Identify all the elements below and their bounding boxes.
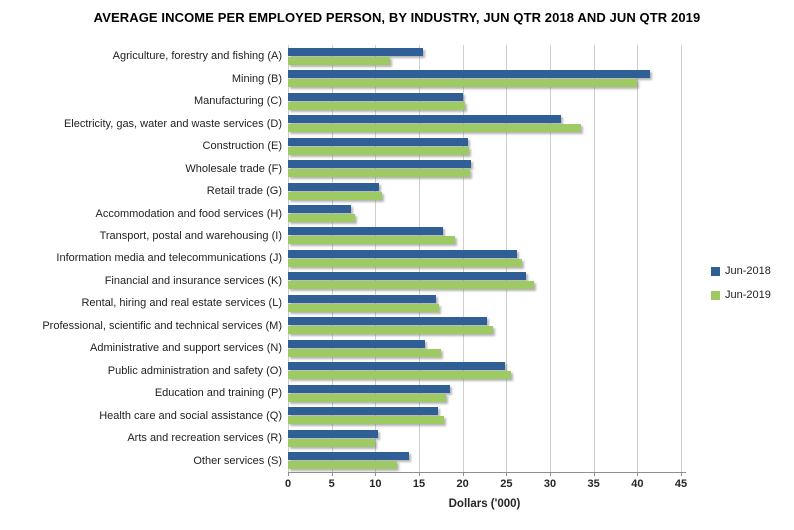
x-axis-tick-0	[288, 472, 289, 476]
gridline-20	[462, 45, 464, 472]
legend-label-jun-2018: Jun-2018	[725, 265, 771, 277]
category-label: Agriculture, forestry and fishing (A)	[112, 50, 282, 63]
bar-jun-2018-h	[288, 205, 351, 214]
x-tick-label-45: 45	[674, 478, 688, 490]
category-label: Wholesale trade (F)	[185, 162, 282, 175]
bar-jun-2019-i	[288, 236, 455, 245]
x-axis-tick-30	[550, 472, 551, 476]
category-label: Accommodation and food services (H)	[95, 207, 282, 220]
x-axis-tick-45	[681, 472, 682, 476]
gridline-10	[375, 45, 377, 472]
category-label: Professional, scientific and technical s…	[42, 319, 282, 332]
x-axis-tick-10	[375, 472, 377, 476]
x-tick-label-0: 0	[284, 478, 292, 490]
bar-jun-2019-m	[288, 326, 494, 335]
bar-jun-2018-q	[288, 407, 439, 416]
bar-jun-2019-p	[288, 393, 447, 402]
category-label: Rental, hiring and real estate services …	[81, 297, 282, 310]
legend-item-jun-2018: Jun-2018	[711, 259, 771, 283]
x-axis-tick-35	[593, 472, 595, 476]
bar-jun-2019-n	[288, 348, 441, 357]
bar-jun-2018-a	[288, 47, 424, 56]
bar-jun-2019-a	[288, 56, 391, 65]
category-label: Transport, postal and warehousing (I)	[99, 230, 282, 243]
x-axis-line	[288, 472, 686, 473]
x-axis-tick-40	[637, 472, 639, 476]
bar-jun-2018-s	[288, 452, 410, 461]
chart-title: AVERAGE INCOME PER EMPLOYED PERSON, BY I…	[93, 10, 701, 25]
bar-jun-2019-o	[288, 371, 511, 380]
bar-jun-2018-i	[288, 227, 444, 236]
x-axis-title: Dollars ('000)	[448, 498, 521, 510]
bar-jun-2019-j	[288, 258, 523, 267]
bar-jun-2018-r	[288, 429, 378, 438]
bar-jun-2019-e	[288, 146, 469, 155]
gridline-0	[288, 45, 289, 472]
x-tick-label-5: 5	[328, 478, 335, 490]
bar-jun-2019-k	[288, 281, 535, 290]
bar-jun-2018-k	[288, 272, 527, 281]
bar-jun-2019-l	[288, 303, 440, 312]
bar-jun-2018-n	[288, 339, 426, 348]
bar-jun-2018-m	[288, 317, 488, 326]
x-tick-label-30: 30	[543, 478, 557, 490]
bar-jun-2019-d	[288, 124, 581, 133]
bar-jun-2019-f	[288, 169, 470, 178]
category-label: Financial and insurance services (K)	[104, 274, 282, 287]
bar-jun-2018-e	[288, 137, 468, 146]
bar-jun-2019-q	[288, 416, 445, 425]
legend-label-jun-2019: Jun-2019	[725, 289, 771, 301]
x-axis-tick-20	[462, 472, 464, 476]
legend: Jun-2018 Jun-2019	[711, 259, 771, 307]
bar-jun-2019-c	[288, 101, 466, 110]
category-label: Information media and telecommunications…	[56, 252, 282, 265]
category-label: Mining (B)	[231, 72, 282, 85]
x-tick-label-15: 15	[412, 478, 426, 490]
category-label: Arts and recreation services (R)	[127, 432, 282, 445]
category-label: Manufacturing (C)	[193, 95, 282, 108]
bar-jun-2018-p	[288, 384, 451, 393]
bar-jun-2018-b	[288, 70, 651, 79]
category-label: Administrative and support services (N)	[90, 342, 282, 355]
bar-jun-2018-j	[288, 249, 517, 258]
bar-jun-2018-g	[288, 182, 379, 191]
category-label: Public administration and safety (O)	[107, 364, 282, 377]
category-label: Construction (E)	[202, 140, 282, 153]
gridline-40	[637, 45, 639, 472]
category-label: Health care and social assistance (Q)	[99, 409, 282, 422]
legend-swatch-jun-2018	[711, 266, 720, 276]
bar-jun-2018-o	[288, 362, 506, 371]
gridline-5	[331, 45, 333, 472]
gridline-15	[419, 45, 420, 472]
bar-jun-2018-f	[288, 160, 472, 169]
x-tick-label-10: 10	[369, 478, 382, 490]
legend-swatch-jun-2019	[711, 290, 720, 300]
bar-jun-2019-s	[288, 461, 398, 470]
bar-jun-2019-h	[288, 214, 356, 223]
bar-jun-2019-b	[288, 79, 638, 88]
category-label: Electricity, gas, water and waste servic…	[63, 117, 282, 130]
legend-item-jun-2019: Jun-2019	[711, 283, 771, 307]
x-axis-tick-5	[331, 472, 333, 476]
gridline-45	[681, 45, 682, 472]
category-label: Retail trade (G)	[206, 185, 282, 198]
gridline-25	[506, 45, 508, 472]
bar-jun-2019-r	[288, 438, 376, 447]
bar-jun-2019-g	[288, 191, 383, 200]
x-tick-label-40: 40	[631, 478, 644, 490]
category-label: Other services (S)	[193, 454, 282, 467]
category-label: Education and training (P)	[154, 387, 282, 400]
x-tick-label-20: 20	[456, 478, 469, 490]
x-tick-label-35: 35	[587, 478, 600, 490]
gridline-35	[593, 45, 595, 472]
x-axis-tick-25	[506, 472, 508, 476]
x-tick-label-25: 25	[500, 478, 513, 490]
bar-jun-2018-c	[288, 92, 463, 101]
bar-jun-2018-d	[288, 115, 562, 124]
bar-jun-2018-l	[288, 294, 437, 303]
x-axis-tick-15	[419, 472, 420, 476]
gridline-30	[550, 45, 551, 472]
